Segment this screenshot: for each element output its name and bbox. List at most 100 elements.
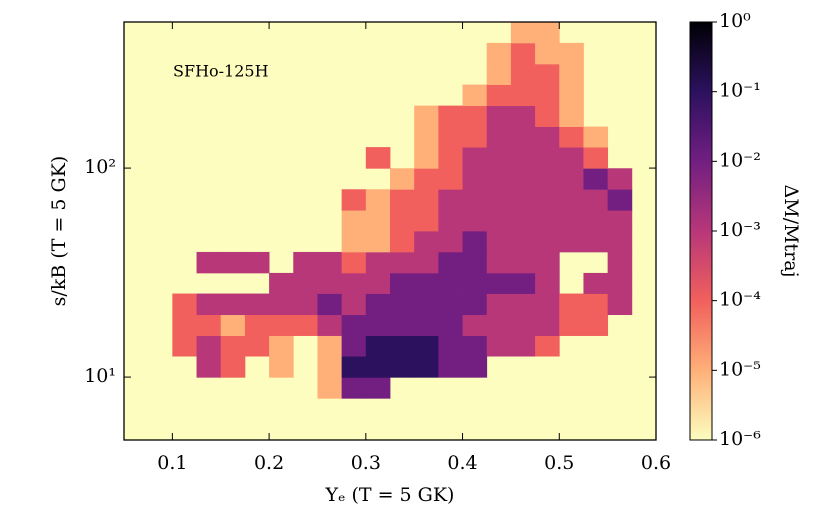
cell [486, 314, 512, 336]
cell [244, 293, 270, 316]
cell [244, 314, 270, 336]
cell [535, 189, 560, 211]
colorbar-tick-label: 10⁻² [719, 149, 761, 171]
cell [535, 126, 560, 148]
cell [486, 272, 512, 294]
cell [438, 314, 463, 336]
cell [414, 251, 439, 274]
colorbar [689, 21, 713, 441]
cell [438, 168, 463, 190]
cell [317, 377, 343, 399]
cell [220, 335, 246, 357]
cell [535, 210, 560, 232]
cell [535, 42, 560, 65]
cell [172, 335, 197, 357]
cell [414, 147, 439, 169]
cell [438, 210, 463, 232]
cell [535, 293, 560, 316]
cell [365, 42, 391, 65]
cell [486, 105, 512, 127]
cell [559, 293, 584, 316]
x-tick-label: 0.5 [544, 452, 574, 474]
cell [196, 356, 222, 378]
cell [559, 189, 584, 211]
cell [607, 293, 633, 316]
cell [293, 251, 318, 274]
cell [486, 42, 512, 65]
cell [438, 189, 463, 211]
cell [341, 251, 367, 274]
cell [365, 22, 391, 44]
cell [486, 231, 512, 253]
cell [220, 314, 246, 336]
cell [390, 272, 415, 294]
cell [317, 314, 343, 336]
cell [583, 231, 609, 253]
cell [510, 335, 536, 357]
cell [583, 168, 609, 190]
cell [438, 356, 463, 378]
cell [365, 293, 391, 316]
annotation: SFHo-125H [173, 62, 269, 81]
cell [414, 189, 439, 211]
cell [341, 293, 367, 316]
colorbar-tick-label: 10⁻⁵ [719, 358, 761, 380]
cell [172, 314, 197, 336]
cell [172, 293, 197, 316]
cell [269, 335, 294, 357]
cell [390, 210, 415, 232]
cell [462, 147, 488, 169]
colorbar-tick-label: 10⁰ [719, 10, 751, 32]
cell [317, 272, 343, 294]
cell [414, 335, 439, 357]
cell [559, 210, 584, 232]
cell [510, 272, 536, 294]
cell [438, 335, 463, 357]
cell [462, 231, 488, 253]
cell [220, 293, 246, 316]
cell [390, 335, 415, 357]
cell [365, 147, 391, 169]
cell [559, 314, 584, 336]
colorbar-tick-label: 10⁻³ [719, 219, 761, 241]
cell [462, 168, 488, 190]
cell [559, 231, 584, 253]
cell [510, 210, 536, 232]
cell [365, 335, 391, 357]
cell [390, 189, 415, 211]
cell [462, 251, 488, 274]
cell [559, 42, 584, 65]
cell [414, 356, 439, 378]
cell [244, 251, 270, 274]
cell [607, 251, 633, 274]
cell [462, 84, 488, 107]
plot-frame [123, 21, 657, 441]
cell [510, 22, 536, 44]
cell [438, 126, 463, 148]
cell [269, 272, 294, 294]
cell [317, 293, 343, 316]
cell [583, 126, 609, 148]
cell [414, 210, 439, 232]
cell [390, 168, 415, 190]
cell [510, 314, 536, 336]
cell [583, 314, 609, 336]
x-tick-label: 0.3 [351, 452, 381, 474]
cell [462, 314, 488, 336]
cell [462, 126, 488, 148]
y-tick-label: 10¹ [84, 365, 116, 387]
cell [535, 168, 560, 190]
cell [414, 105, 439, 127]
cell [559, 63, 584, 85]
cell [390, 231, 415, 253]
x-tick-label: 0.2 [254, 452, 284, 474]
cell [341, 272, 367, 294]
cell [414, 314, 439, 336]
cell [390, 251, 415, 274]
cell [535, 22, 560, 44]
x-axis-label: Yₑ (T = 5 GK) [325, 484, 455, 506]
cell [365, 63, 391, 85]
cell [462, 335, 488, 357]
cell [535, 231, 560, 253]
